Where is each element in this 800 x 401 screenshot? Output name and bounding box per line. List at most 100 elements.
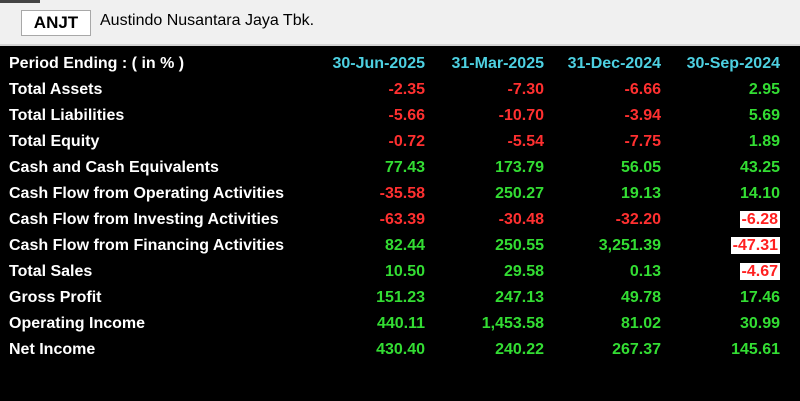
value-text: 1,453.58: [481, 315, 544, 332]
table-row[interactable]: Total Equity -0.72 -5.54 -7.75 1.89: [0, 129, 800, 155]
row-label: Net Income: [9, 341, 96, 358]
value-text: 29.58: [503, 263, 544, 280]
value-text: 82.44: [384, 237, 425, 254]
value-cell: 77.43: [385, 159, 425, 177]
value-cell: -7.30: [508, 81, 544, 99]
value-text: 267.37: [612, 341, 661, 358]
value-cell: -5.66: [389, 107, 425, 125]
value-cell: 2.95: [749, 81, 780, 99]
table-row[interactable]: Total Sales 10.50 29.58 0.13 -4.67: [0, 259, 800, 285]
value-text: -32.20: [615, 211, 661, 228]
value-text: 2.95: [748, 81, 780, 98]
table-row[interactable]: Gross Profit 151.23 247.13 49.78 17.46: [0, 285, 800, 311]
value-cell: -7.75: [625, 133, 661, 151]
value-cell: 19.13: [621, 185, 661, 203]
value-text: 81.02: [620, 315, 661, 332]
value-text: -35.58: [379, 185, 425, 202]
value-text: 430.40: [376, 341, 425, 358]
value-cell: 173.79: [495, 159, 544, 177]
value-text: 3,251.39: [598, 237, 661, 254]
value-text: 30.99: [739, 315, 780, 332]
value-cell: -30.48: [499, 211, 544, 229]
period-header[interactable]: 31-Dec-2024: [567, 55, 661, 72]
value-text: 250.55: [495, 237, 544, 254]
value-text: 0.13: [629, 263, 661, 280]
value-cell: -3.94: [625, 107, 661, 125]
value-cell: 30.99: [740, 315, 780, 333]
value-cell: -63.39: [380, 211, 425, 229]
value-cell: -47.31: [730, 237, 780, 255]
value-text: 49.78: [620, 289, 661, 306]
value-cell: -2.35: [389, 81, 425, 99]
value-text: -5.54: [507, 133, 544, 150]
value-text: -5.66: [388, 107, 425, 124]
row-label: Total Equity: [9, 133, 100, 150]
value-text: 151.23: [376, 289, 425, 306]
stock-header: ANJT Austindo Nusantara Jaya Tbk.: [0, 0, 800, 46]
value-text: 56.05: [620, 159, 661, 176]
value-text: -6.28: [739, 211, 780, 228]
value-text: 17.46: [739, 289, 780, 306]
value-text: -7.30: [507, 81, 544, 98]
row-label: Operating Income: [9, 315, 146, 332]
value-cell: 43.25: [740, 159, 780, 177]
value-cell: 247.13: [495, 289, 544, 307]
table-row[interactable]: Cash Flow from Investing Activities -63.3…: [0, 207, 800, 233]
row-label: Total Assets: [9, 81, 103, 98]
period-header[interactable]: 30-Jun-2025: [332, 55, 426, 72]
value-cell: -10.70: [499, 107, 544, 125]
value-cell: -0.72: [389, 133, 425, 151]
table-row[interactable]: Operating Income 440.11 1,453.58 81.02 30.99: [0, 311, 800, 337]
table-row[interactable]: Net Income 430.40 240.22 267.37 145.61: [0, 337, 800, 363]
row-label: Cash Flow from Investing Activities: [9, 211, 279, 228]
value-cell: 82.44: [385, 237, 425, 255]
row-label: Gross Profit: [9, 289, 102, 306]
value-cell: 1,453.58: [482, 315, 544, 333]
row-label: Cash and Cash Equivalents: [9, 159, 219, 176]
value-text: 173.79: [495, 159, 544, 176]
value-text: 10.50: [384, 263, 425, 280]
table-row[interactable]: Cash Flow from Financing Activities 82.44…: [0, 233, 800, 259]
value-cell: 49.78: [621, 289, 661, 307]
value-cell: -5.54: [508, 133, 544, 151]
value-text: -6.66: [624, 81, 661, 98]
value-text: -3.94: [624, 107, 661, 124]
value-text: -30.48: [498, 211, 544, 228]
value-cell: -32.20: [616, 211, 661, 229]
value-cell: 250.27: [495, 185, 544, 203]
value-cell: 81.02: [621, 315, 661, 333]
value-cell: 250.55: [495, 237, 544, 255]
value-cell: 29.58: [504, 263, 544, 281]
value-text: -0.72: [388, 133, 425, 150]
table-row[interactable]: Cash Flow from Operating Activities -35.5…: [0, 181, 800, 207]
value-cell: 145.61: [731, 341, 780, 359]
row-label: Total Sales: [9, 263, 93, 280]
value-cell: -4.67: [739, 263, 780, 281]
value-text: 1.89: [748, 133, 780, 150]
value-text: 5.69: [748, 107, 780, 124]
value-cell: 440.11: [377, 315, 425, 333]
value-cell: -6.28: [739, 211, 780, 229]
row-label: Total Liabilities: [9, 107, 125, 124]
table-row[interactable]: Total Liabilities -5.66 -10.70 -3.94 5.69: [0, 103, 800, 129]
ticker-input[interactable]: ANJT: [21, 10, 91, 36]
period-header[interactable]: 31-Mar-2025: [451, 55, 545, 72]
company-name: Austindo Nusantara Jaya Tbk.: [100, 12, 315, 29]
title-strip: [0, 0, 40, 3]
value-cell: 430.40: [376, 341, 425, 359]
value-cell: 14.10: [740, 185, 780, 203]
value-cell: 0.13: [630, 263, 661, 281]
value-text: -4.67: [739, 263, 780, 280]
value-cell: 10.50: [385, 263, 425, 281]
value-text: -47.31: [730, 237, 780, 254]
value-text: 145.61: [731, 341, 780, 358]
value-text: 250.27: [495, 185, 544, 202]
table-row[interactable]: Cash and Cash Equivalents 77.43 173.79 56.0…: [0, 155, 800, 181]
table-row[interactable]: Total Assets -2.35 -7.30 -6.66 2.95: [0, 77, 800, 103]
value-text: -2.35: [388, 81, 425, 98]
value-text: 440.11: [376, 315, 425, 332]
value-cell: 5.69: [749, 107, 780, 125]
period-header[interactable]: 30-Sep-2024: [686, 55, 780, 72]
row-label: Cash Flow from Operating Activities: [9, 185, 285, 202]
value-cell: 1.89: [749, 133, 780, 151]
